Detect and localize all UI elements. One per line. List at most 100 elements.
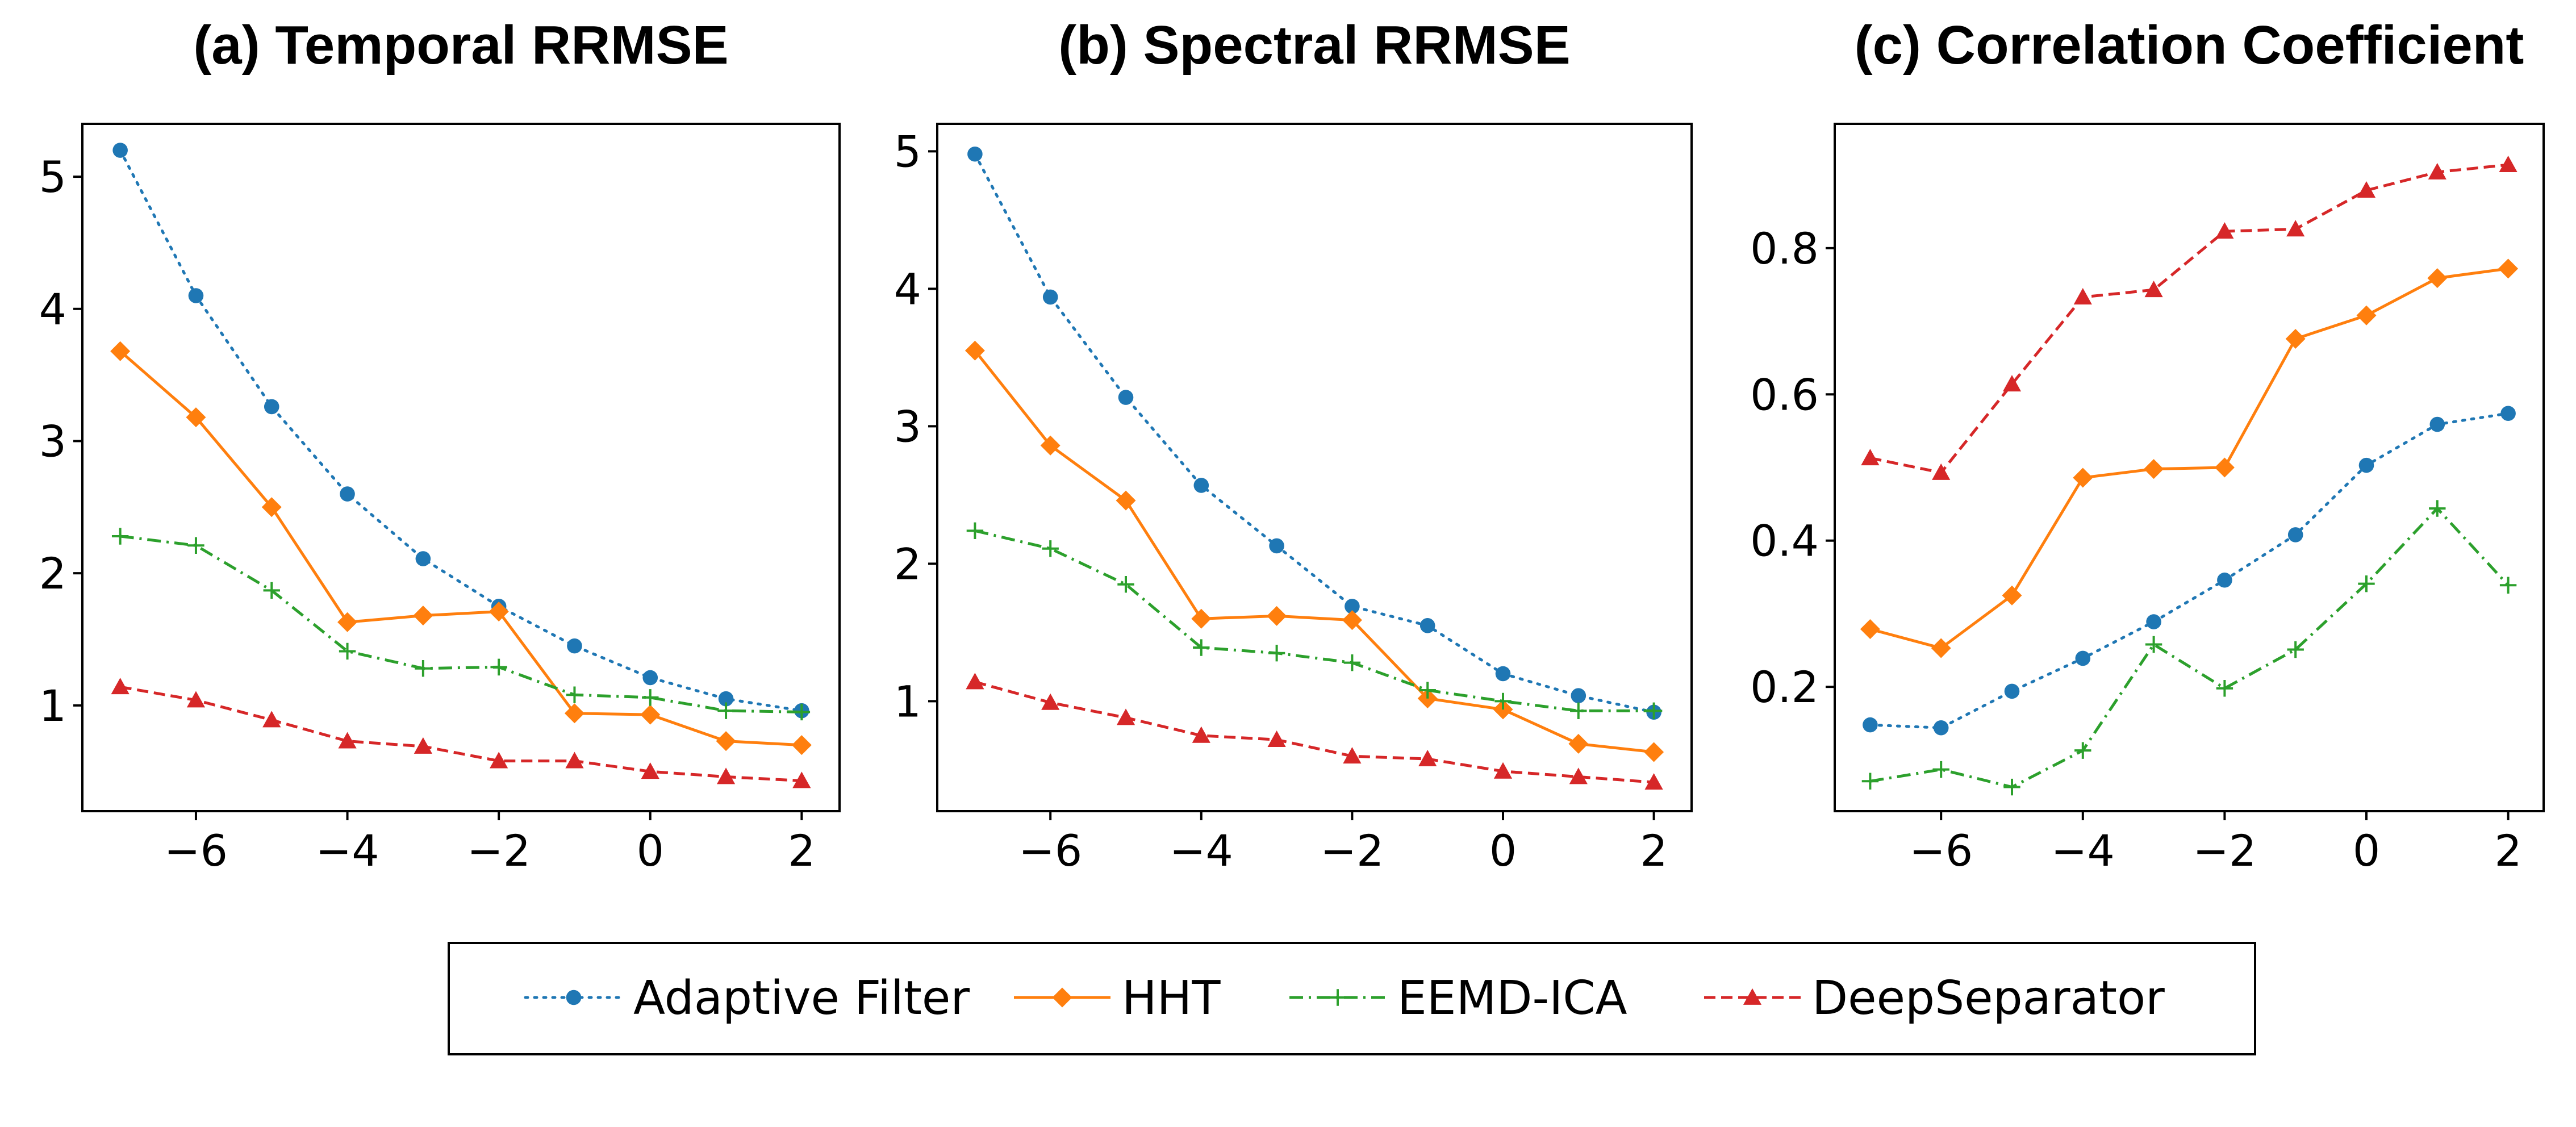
data-point: [1343, 747, 1362, 764]
panel-correlation-coefficient: (c) Correlation Coefficient −6 −4 −2 0 2 0.2 0.…: [1750, 15, 2545, 876]
data-point: [1192, 726, 1210, 743]
data-point: [1419, 682, 1436, 699]
series-eemd-ica: [1861, 500, 2517, 796]
data-point: [263, 582, 280, 599]
data-point: [2427, 268, 2448, 289]
data-point: [2002, 585, 2022, 606]
data-point: [340, 486, 355, 502]
legend-entry-eemd-ica: EEMD-ICA: [1289, 971, 1627, 1025]
y-tick-label: 5: [39, 152, 66, 202]
data-point: [264, 399, 279, 415]
data-point: [110, 341, 131, 361]
data-point: [1644, 773, 1663, 790]
data-point: [966, 673, 984, 690]
legend-label: EEMD-ICA: [1397, 971, 1627, 1025]
series-line-eemd-ica: [120, 535, 802, 713]
legend-entry-adaptive-filter: Adaptive Filter: [524, 971, 970, 1025]
data-point: [1932, 463, 1951, 480]
y-tick-label: 5: [894, 126, 921, 177]
x-tick-label: 0: [2353, 825, 2380, 876]
data-point: [2499, 155, 2517, 172]
data-point: [641, 762, 659, 779]
data-point: [1267, 606, 1287, 626]
data-point: [2075, 650, 2091, 666]
data-point: [2498, 258, 2519, 279]
y-tick-label: 2: [894, 539, 921, 589]
data-point: [565, 752, 584, 769]
data-point: [1860, 619, 1880, 639]
series-line-deepseparator: [120, 685, 802, 782]
y-tick-label: 1: [894, 676, 921, 727]
x-tick-label: −6: [1018, 825, 1082, 876]
panel-title: (a) Temporal RRMSE: [193, 15, 728, 76]
y-tick-label: 0.8: [1750, 223, 1819, 274]
data-point: [415, 551, 431, 566]
legend-label: HHT: [1122, 971, 1221, 1025]
data-point: [1645, 702, 1663, 720]
data-point: [2287, 641, 2304, 658]
y-tick-label: 0.4: [1750, 516, 1819, 566]
x-tick-label: −4: [2051, 825, 2115, 876]
series-deepseparator: [966, 673, 1663, 790]
data-point: [966, 522, 984, 540]
data-point: [1267, 731, 1286, 748]
x-tick-label: −4: [1170, 825, 1233, 876]
x-tick-label: 2: [788, 825, 815, 876]
data-point: [1116, 490, 1136, 511]
data-point: [642, 670, 658, 686]
data-point: [1117, 576, 1134, 593]
data-point: [1570, 702, 1587, 720]
data-point: [566, 686, 583, 703]
legend: Adaptive Filter HHT EEMD-ICA DeepSeparator: [448, 942, 2256, 1055]
legend-label: Adaptive Filter: [633, 971, 970, 1025]
data-point: [2285, 328, 2306, 349]
data-point: [1644, 742, 1664, 762]
series-hht: [965, 340, 1664, 762]
series-line-deepseparator: [1869, 163, 2508, 474]
data-point: [2073, 287, 2092, 304]
legend-entry-deepseparator: DeepSeparator: [1704, 971, 2165, 1025]
data-point: [1861, 449, 1880, 466]
panel-spectral-rrmse: (b) Spectral RRMSE −6 −4 −2 0 2 1 2 3 4 5: [894, 15, 1693, 876]
x-tick-label: 0: [637, 825, 664, 876]
data-point: [2146, 614, 2161, 629]
plot-frame: [81, 123, 841, 812]
data-point: [1193, 478, 1209, 493]
data-point: [338, 732, 357, 749]
series-line-eemd-ica: [1869, 507, 2510, 789]
legend-entry-hht: HHT: [1014, 971, 1221, 1025]
series-line-hht: [974, 349, 1654, 754]
data-point: [2500, 406, 2516, 421]
data-point: [414, 737, 432, 754]
data-point: [112, 143, 128, 158]
legend-marker: [1052, 987, 1072, 1008]
data-point: [1116, 708, 1135, 725]
data-point: [1571, 688, 1586, 704]
data-point: [1931, 638, 1951, 658]
series-deepseparator: [111, 678, 811, 788]
data-point: [640, 704, 661, 725]
data-point: [1932, 761, 1949, 778]
y-tick-label: 3: [894, 401, 921, 452]
data-point: [1191, 608, 1212, 629]
x-tick-label: −2: [1320, 825, 1384, 876]
data-point: [2428, 162, 2446, 180]
data-point: [1495, 666, 1511, 682]
legend-frame: [448, 942, 2256, 1055]
data-point: [792, 771, 811, 788]
data-point: [965, 340, 985, 361]
data-point: [2499, 577, 2517, 594]
data-point: [2429, 416, 2445, 432]
x-tick-label: 0: [1489, 825, 1517, 876]
data-point: [2358, 457, 2374, 473]
data-point: [188, 288, 204, 303]
legend-marker: [1329, 989, 1346, 1006]
data-point: [262, 711, 281, 728]
data-point: [261, 497, 282, 517]
data-point: [564, 703, 584, 724]
series-adaptive-filter: [1863, 406, 2516, 736]
y-tick-label: 0.2: [1750, 662, 1819, 712]
data-point: [187, 537, 204, 554]
data-point: [1494, 692, 1512, 710]
